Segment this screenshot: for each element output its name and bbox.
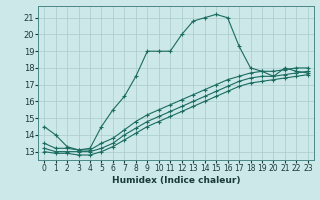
X-axis label: Humidex (Indice chaleur): Humidex (Indice chaleur) — [112, 176, 240, 185]
